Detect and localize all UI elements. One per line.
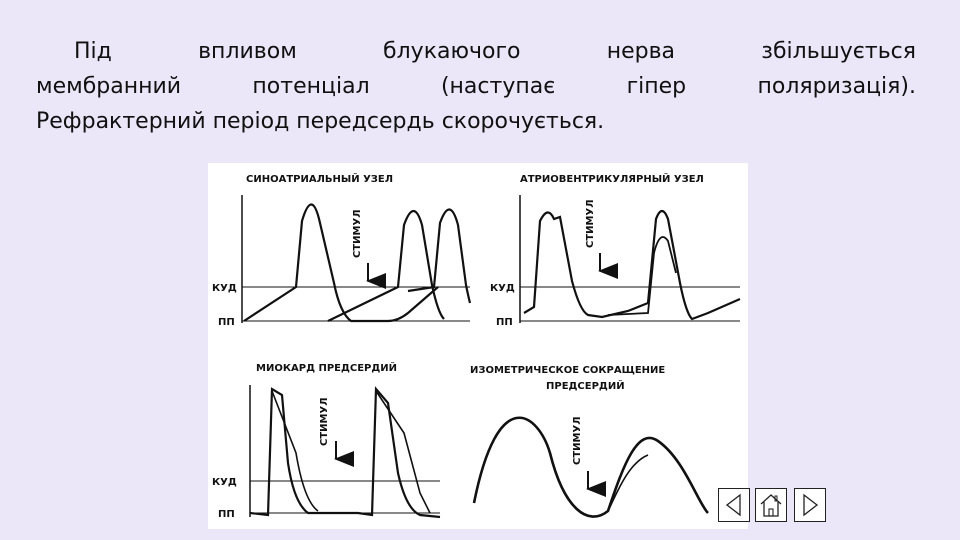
word: збільшується	[761, 39, 916, 64]
word: Під	[74, 39, 112, 64]
label-pp: ПП	[218, 509, 235, 520]
word: мембранний	[36, 74, 182, 99]
word: поляризація).	[757, 74, 916, 99]
contraction-curve	[472, 416, 709, 518]
label-pp: ПП	[496, 317, 513, 328]
panel-title-atrioventricular: АТРИОВЕНТРИКУЛЯРНЫЙ УЗЕЛ	[520, 172, 704, 185]
panel-title-sinoatrial: СИНОАТРИАЛЬНЫЙ УЗЕЛ	[246, 172, 393, 185]
label-kud: КУД	[212, 283, 237, 294]
stimulus-label: СТИМУЛ	[319, 398, 330, 447]
panel-title-myocardium: МИОКАРД ПРЕДСЕРДИЙ	[256, 361, 397, 374]
word: блукаючого	[383, 39, 521, 64]
action-potential-figure: СИНОАТРИАЛЬНЫЙ УЗЕЛ КУД ПП СТИМУЛ АТРИОВ…	[208, 163, 748, 529]
word: потенціал	[252, 74, 370, 99]
word: (наступає	[440, 74, 556, 99]
panel-sinoatrial: СИНОАТРИАЛЬНЫЙ УЗЕЛ КУД ПП СТИМУЛ	[212, 172, 472, 328]
trace	[607, 236, 677, 316]
trace	[249, 386, 441, 519]
prev-slide-button[interactable]	[718, 488, 750, 522]
next-slide-button[interactable]	[794, 488, 826, 522]
stimulus-label: СТИМУЛ	[352, 210, 363, 259]
word: впливом	[198, 39, 297, 64]
text-line-3: Рефрактерний період передсердь скорочуєт…	[36, 109, 605, 134]
trace	[271, 390, 431, 514]
trace	[523, 209, 741, 321]
home-icon	[760, 494, 782, 517]
trace	[243, 203, 439, 323]
triangle-left-icon	[725, 493, 741, 517]
figure-svg: СИНОАТРИАЛЬНЫЙ УЗЕЛ КУД ПП СТИМУЛ АТРИОВ…	[212, 172, 741, 520]
triangle-right-icon	[803, 493, 819, 517]
panel-title-isometric-2: ПРЕДСЕРДИЙ	[546, 379, 625, 392]
label-pp: ПП	[218, 317, 235, 328]
stimulus-label: СТИМУЛ	[585, 200, 596, 249]
panel-atrioventricular: АТРИОВЕНТРИКУЛЯРНЫЙ УЗЕЛ КУД ПП СТИМУЛ	[490, 172, 741, 328]
contraction-curve	[607, 454, 649, 512]
panel-isometric-contraction: ИЗОМЕТРИЧЕСКОЕ СОКРАЩЕНИЕ ПРЕДСЕРДИЙ СТИ…	[470, 365, 709, 518]
stimulus-label: СТИМУЛ	[572, 417, 583, 466]
word: гіпер	[626, 74, 687, 99]
panel-title-isometric-1: ИЗОМЕТРИЧЕСКОЕ СОКРАЩЕНИЕ	[470, 365, 665, 376]
home-button[interactable]	[755, 488, 787, 522]
trace	[407, 208, 472, 304]
text-line-1: Під впливом блукаючого нерва збільшуєтьс…	[36, 34, 916, 69]
label-kud: КУД	[212, 477, 237, 488]
panel-atrial-myocardium: МИОКАРД ПРЕДСЕРДИЙ КУД ПП СТИМУЛ	[212, 361, 441, 520]
text-line-2: мембранний потенціал (наступає гіпер пол…	[36, 69, 916, 104]
label-kud: КУД	[490, 283, 515, 294]
slide-text: Під впливом блукаючого нерва збільшуєтьс…	[36, 34, 916, 139]
trace	[327, 209, 445, 322]
word: нерва	[606, 39, 676, 64]
